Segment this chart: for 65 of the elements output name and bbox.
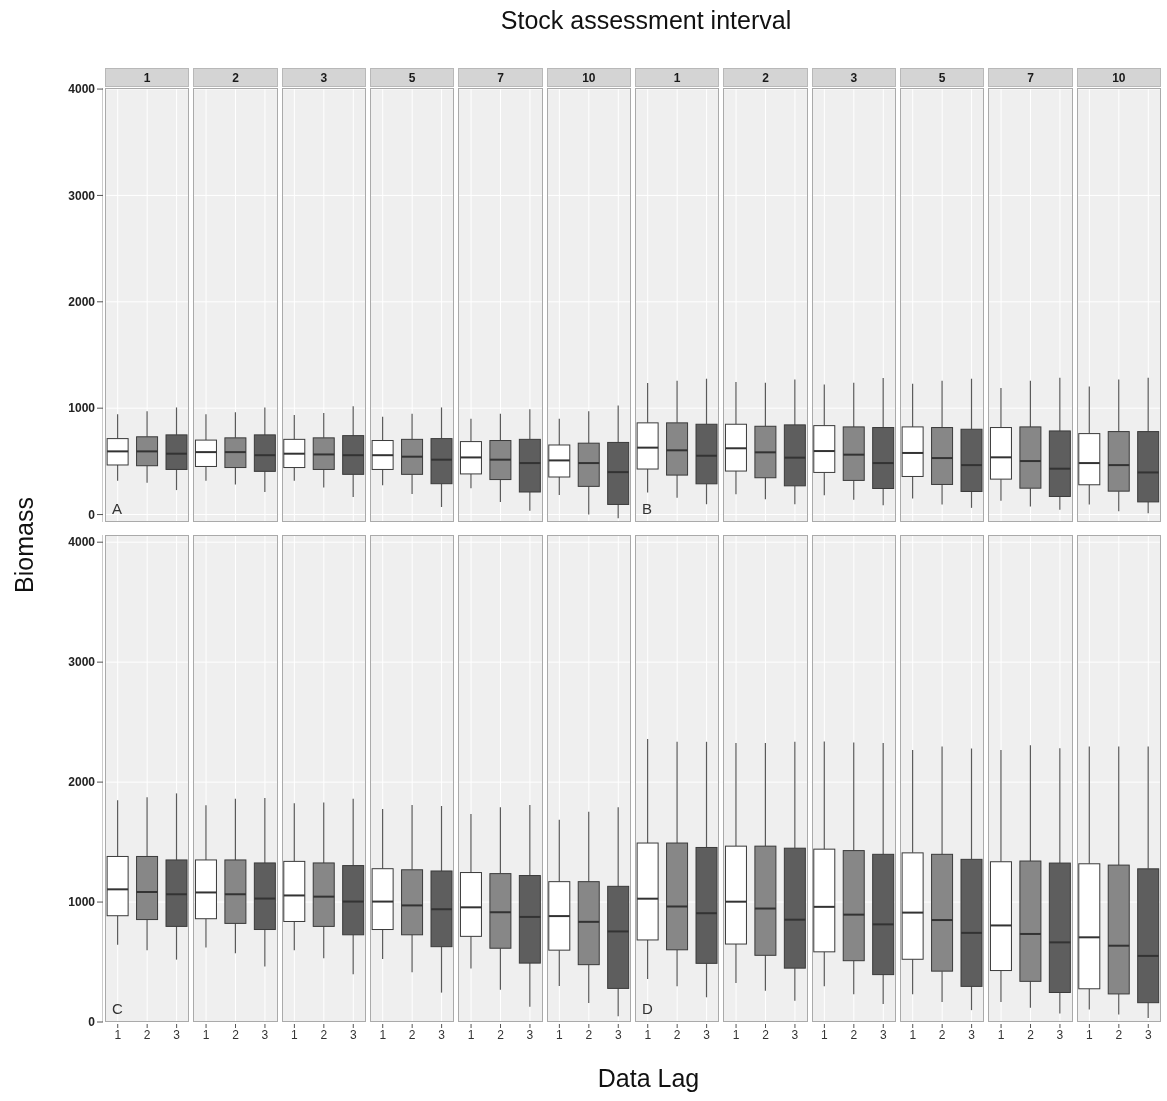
x-tick-label: 1 (379, 1027, 387, 1042)
text: 10 (1076, 68, 1161, 87)
x-tick-label: 2 (1115, 1027, 1123, 1042)
text: 2 (193, 68, 278, 87)
annotation: B (642, 500, 653, 517)
text: 10 (546, 68, 631, 87)
x-tick-label: 2 (585, 1027, 593, 1042)
y-tick-label: 4000 (68, 82, 96, 97)
x-tick-label: 1 (732, 1027, 740, 1042)
x-tick-label: 3 (526, 1027, 534, 1042)
x-tick-label: 2 (850, 1027, 858, 1042)
x-tick-label: 3 (1056, 1027, 1064, 1042)
x-tick-label: 2 (232, 1027, 240, 1042)
text: 5 (370, 68, 455, 87)
y-tick-label: 1000 (68, 401, 96, 416)
x-tick-label: 2 (143, 1027, 151, 1042)
text: Stock assessment interval (499, 6, 793, 35)
y-tick-label: 4000 (68, 535, 96, 550)
x-tick-label: 3 (261, 1027, 269, 1042)
x-tick-label: 3 (791, 1027, 799, 1042)
y-tick-label: 2000 (68, 295, 96, 310)
text: Biomass (9, 497, 39, 593)
x-tick-label: 2 (1027, 1027, 1035, 1042)
x-tick-label: 2 (408, 1027, 416, 1042)
x-tick-label: 1 (291, 1027, 299, 1042)
x-tick-label: 2 (673, 1027, 681, 1042)
x-tick-label: 1 (821, 1027, 829, 1042)
x-tick-label: 1 (909, 1027, 917, 1042)
x-tick-label: 3 (968, 1027, 976, 1042)
x-tick-label: 1 (1086, 1027, 1094, 1042)
x-tick-label: 3 (1144, 1027, 1152, 1042)
x-tick-label: 2 (497, 1027, 505, 1042)
x-tick-label: 1 (644, 1027, 652, 1042)
x-tick-label: 2 (938, 1027, 946, 1042)
text: 5 (900, 68, 985, 87)
x-tick-label: 3 (879, 1027, 887, 1042)
x-tick-label: 3 (614, 1027, 622, 1042)
y-tick-label: 0 (88, 507, 96, 522)
annotation: C (112, 1000, 123, 1017)
y-tick-label: 2000 (68, 775, 96, 790)
x-tick-label: 3 (173, 1027, 181, 1042)
y-tick-label: 3000 (68, 655, 96, 670)
text: Data Lag (596, 1064, 701, 1093)
x-tick-label: 3 (703, 1027, 711, 1042)
text: 1 (635, 68, 720, 87)
x-tick-label: 1 (114, 1027, 122, 1042)
annotation: A (112, 500, 123, 517)
text: 2 (723, 68, 808, 87)
text: 1 (105, 68, 190, 87)
y-tick-label: 3000 (68, 188, 96, 203)
x-tick-label: 3 (438, 1027, 446, 1042)
text: 7 (458, 68, 543, 87)
text: 3 (281, 68, 366, 87)
annotation: D (642, 1000, 653, 1017)
x-tick-label: 2 (320, 1027, 328, 1042)
x-tick-label: 1 (997, 1027, 1005, 1042)
x-tick-label: 1 (202, 1027, 210, 1042)
x-tick-label: 1 (467, 1027, 475, 1042)
text: 3 (811, 68, 896, 87)
x-tick-label: 1 (556, 1027, 564, 1042)
y-tick-label: 0 (88, 1015, 96, 1030)
x-tick-label: 2 (762, 1027, 770, 1042)
x-tick-label: 3 (349, 1027, 357, 1042)
text: 7 (988, 68, 1073, 87)
y-tick-label: 1000 (68, 895, 96, 910)
